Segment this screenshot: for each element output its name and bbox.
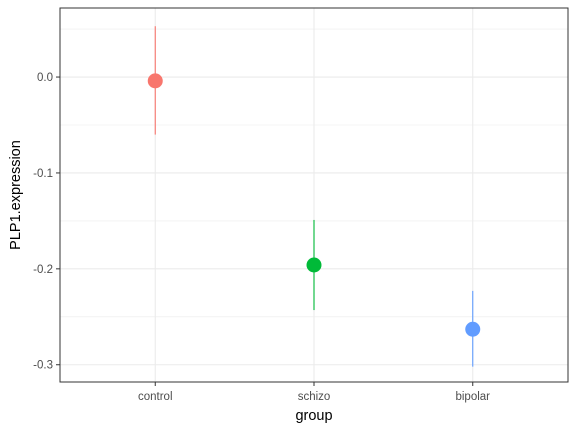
y-axis-title: PLP1.expression [8,140,24,250]
x-tick-label: bipolar [455,391,490,403]
data-marks [147,26,481,367]
tick-labels: 0.0 -0.1 -0.2 -0.3 control schizo bipolar [33,72,490,403]
y-tick-label: -0.2 [33,264,53,276]
x-axis-title: group [295,408,332,424]
x-tick-label: schizo [298,391,331,403]
y-tick-label: -0.3 [33,360,53,372]
x-tick-label: control [138,391,173,403]
point-control [147,73,163,89]
point-bipolar [465,321,481,337]
axis-ticks [56,76,474,386]
y-tick-label: 0.0 [37,72,53,84]
y-tick-label: -0.1 [33,168,53,180]
point-schizo [306,257,322,273]
